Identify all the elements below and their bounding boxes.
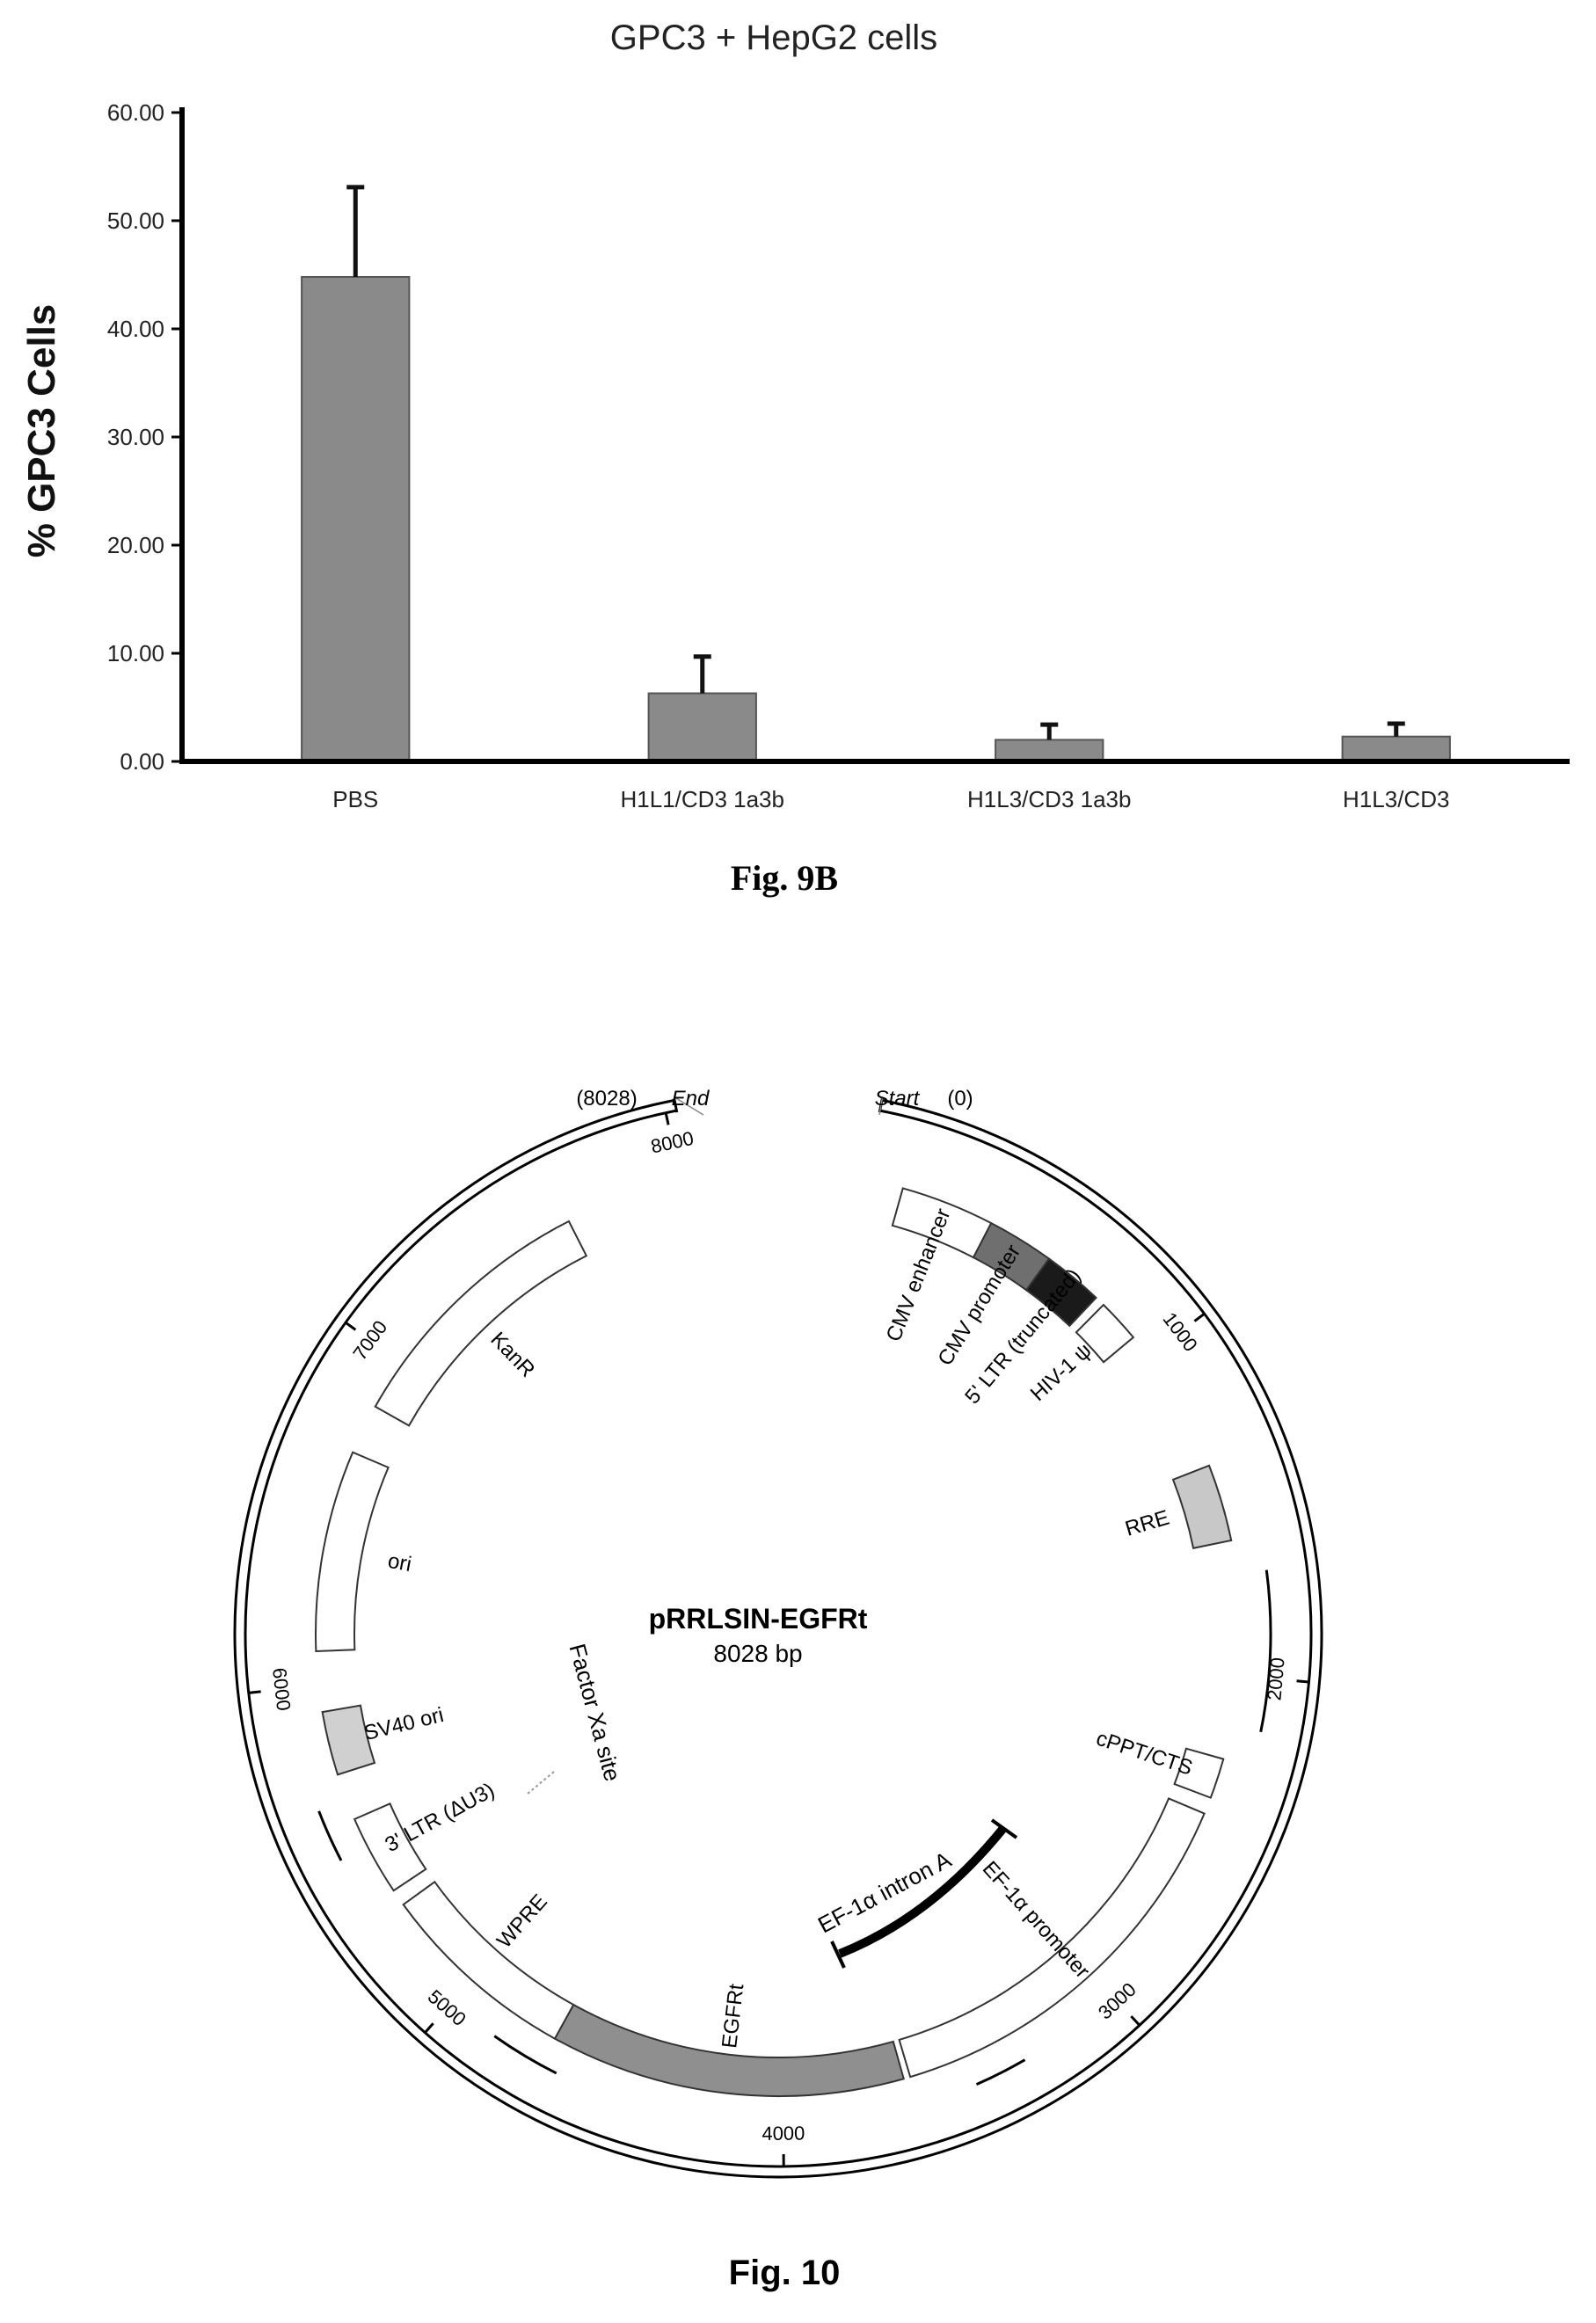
- feature-block: [353, 1802, 427, 1892]
- bar: [301, 275, 411, 762]
- bp-tick: [1193, 1312, 1206, 1322]
- bp-tick-label: 5000: [424, 1985, 470, 2030]
- bar: [995, 739, 1104, 763]
- ef1a-intron-arc: [838, 1824, 1008, 1958]
- bar-chart: GPC3 + HepG2 cells % GPC3 Cells 0.00 10.0…: [20, 18, 1570, 898]
- feature-block: [1024, 1257, 1097, 1328]
- ef1a-intron-end-tick: [830, 1941, 846, 1969]
- factor-xa-leader: [527, 1771, 555, 1795]
- bp-tick: [248, 1690, 261, 1694]
- backbone-ring: [233, 1096, 1323, 2179]
- bp-tick-label: 8000: [649, 1127, 696, 1158]
- feature-block: [402, 1880, 575, 2040]
- figure-10-caption: Fig. 10: [729, 2254, 841, 2292]
- end-label: End: [672, 1087, 710, 1111]
- x-tick-label: PBS: [332, 786, 378, 812]
- feature-label: WPRE: [492, 1890, 552, 1953]
- bp-tick: [664, 1112, 670, 1125]
- bp-tick: [345, 1321, 357, 1331]
- feature-label: EF-1α promoter: [978, 1857, 1095, 1984]
- feature-block: [898, 1797, 1206, 2079]
- y-ticks: 0.00 10.00 20.00 30.00 40.00 50.00 60.00: [107, 99, 182, 775]
- x-tick-label: H1L3/CD3: [1343, 786, 1449, 812]
- end-coordinate: (8028): [576, 1087, 637, 1111]
- ring-end-cap: [673, 1098, 679, 1113]
- x-tick-label: H1L3/CD3 1a3b: [967, 786, 1131, 812]
- start-label: Start: [875, 1087, 921, 1111]
- bar: [647, 692, 757, 763]
- y-tick-label: 10.00: [107, 640, 164, 666]
- feature-label: HIV-1 ψ: [1026, 1338, 1097, 1406]
- bp-tick-label: 1000: [1158, 1308, 1201, 1356]
- feature-label: RRE: [1123, 1506, 1172, 1541]
- ring-end-leader: [878, 1096, 884, 1116]
- feature-label: cPPT/CTS: [1093, 1727, 1195, 1780]
- direction-arrow: [975, 2058, 1026, 2086]
- feature-block: [315, 1451, 390, 1652]
- y-tick-label: 60.00: [107, 99, 164, 126]
- chart-title: GPC3 + HepG2 cells: [610, 18, 937, 57]
- bp-tick: [424, 2022, 434, 2034]
- feature-label: EGFRt: [718, 1983, 748, 2050]
- y-tick-label: 50.00: [107, 208, 164, 234]
- ef1a-intron-start-tick: [990, 1818, 1018, 1839]
- ring-end-leader: [673, 1096, 704, 1116]
- bp-tick: [1296, 1679, 1309, 1684]
- feature-block: [374, 1220, 588, 1427]
- y-tick-label: 20.00: [107, 532, 164, 558]
- y-axis-label: % GPC3 Cells: [20, 304, 63, 558]
- direction-arrow: [317, 1810, 343, 1861]
- factor-xa-label: Factor Xa site: [564, 1641, 625, 1784]
- direction-arrow: [493, 2035, 558, 2075]
- feature-block: [1171, 1464, 1233, 1549]
- feature-block: [1173, 1747, 1225, 1799]
- plasmid-size: 8028 bp: [713, 1640, 802, 1667]
- feature-block: [1075, 1303, 1135, 1364]
- start-coordinate: (0): [947, 1087, 973, 1111]
- bp-tick-label: 6000: [268, 1666, 295, 1711]
- y-tick-label: 30.00: [107, 424, 164, 450]
- y-tick-label: 40.00: [107, 316, 164, 342]
- feature-blocks: [315, 1187, 1272, 2097]
- x-tick-labels: PBS H1L1/CD3 1a3b H1L3/CD3 1a3b H1L3/CD3: [332, 786, 1449, 812]
- bp-tick: [1130, 2015, 1141, 2027]
- bar: [1341, 735, 1451, 763]
- ring-inner: [244, 1109, 1313, 2168]
- feature-label: KanR: [485, 1328, 539, 1382]
- figure-9b-caption: Fig. 9B: [731, 858, 838, 898]
- feature-label: 3' LTR (ΔU3): [381, 1778, 499, 1857]
- ring-outer: [233, 1098, 1323, 2179]
- feature-label: ori: [386, 1549, 413, 1577]
- direction-arrow: [1259, 1569, 1272, 1733]
- plasmid-name: pRRLSIN-EGFRt: [649, 1603, 868, 1635]
- y-tick-label: 0.00: [120, 748, 164, 775]
- feature-label: SV40 ori: [361, 1703, 446, 1745]
- x-tick-label: H1L1/CD3 1a3b: [621, 786, 784, 812]
- bp-tick-label: 7000: [348, 1316, 391, 1364]
- feature-block: [321, 1704, 376, 1776]
- bars: [301, 185, 1451, 763]
- bp-tick-label: 4000: [762, 2123, 805, 2145]
